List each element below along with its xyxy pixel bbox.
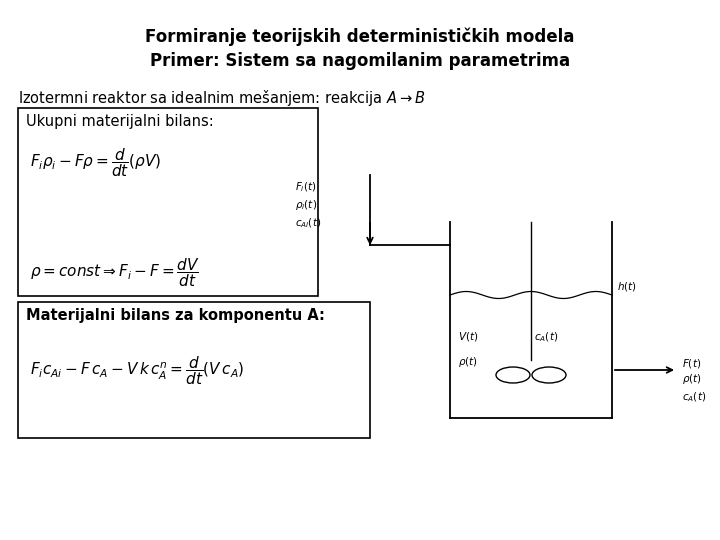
- Text: Materijalni bilans za komponentu A:: Materijalni bilans za komponentu A:: [26, 308, 325, 323]
- Text: Ukupni materijalni bilans:: Ukupni materijalni bilans:: [26, 114, 214, 129]
- Text: $c_{Ai}(t)$: $c_{Ai}(t)$: [295, 216, 321, 229]
- Text: Formiranje teorijskih determinističkih modela: Formiranje teorijskih determinističkih m…: [145, 28, 575, 46]
- Text: $F_i(t)$: $F_i(t)$: [295, 180, 317, 194]
- Text: Izotermni reaktor sa idealnim mešanjem: reakcija $A\rightarrow B$: Izotermni reaktor sa idealnim mešanjem: …: [18, 88, 426, 108]
- Text: $\rho = const \Rightarrow F_i - F = \dfrac{dV}{dt}$: $\rho = const \Rightarrow F_i - F = \dfr…: [30, 256, 200, 289]
- Text: $\rho(t)$: $\rho(t)$: [458, 355, 478, 369]
- Text: $V(t)$: $V(t)$: [458, 330, 478, 343]
- Text: $\rho_i(t)$: $\rho_i(t)$: [295, 198, 317, 212]
- Text: $F_i\rho_i - F\rho = \dfrac{d}{dt}(\rho V)$: $F_i\rho_i - F\rho = \dfrac{d}{dt}(\rho …: [30, 146, 161, 179]
- Bar: [18, 108, 318, 296]
- Text: Primer: Sistem sa nagomilanim parametrima: Primer: Sistem sa nagomilanim parametrim…: [150, 52, 570, 70]
- Text: $F_i c_{Ai} - F\, c_A - V\, k\, c_A^n = \dfrac{d}{dt}(V\, c_A)$: $F_i c_{Ai} - F\, c_A - V\, k\, c_A^n = …: [30, 354, 245, 387]
- Text: $h(t)$: $h(t)$: [617, 280, 636, 293]
- Text: $c_A(t)$: $c_A(t)$: [534, 330, 559, 343]
- Text: $c_A(t)$: $c_A(t)$: [682, 390, 706, 403]
- Text: $F(t)$: $F(t)$: [682, 357, 701, 370]
- Text: $\rho(t)$: $\rho(t)$: [682, 372, 702, 386]
- Bar: [18, 302, 370, 438]
